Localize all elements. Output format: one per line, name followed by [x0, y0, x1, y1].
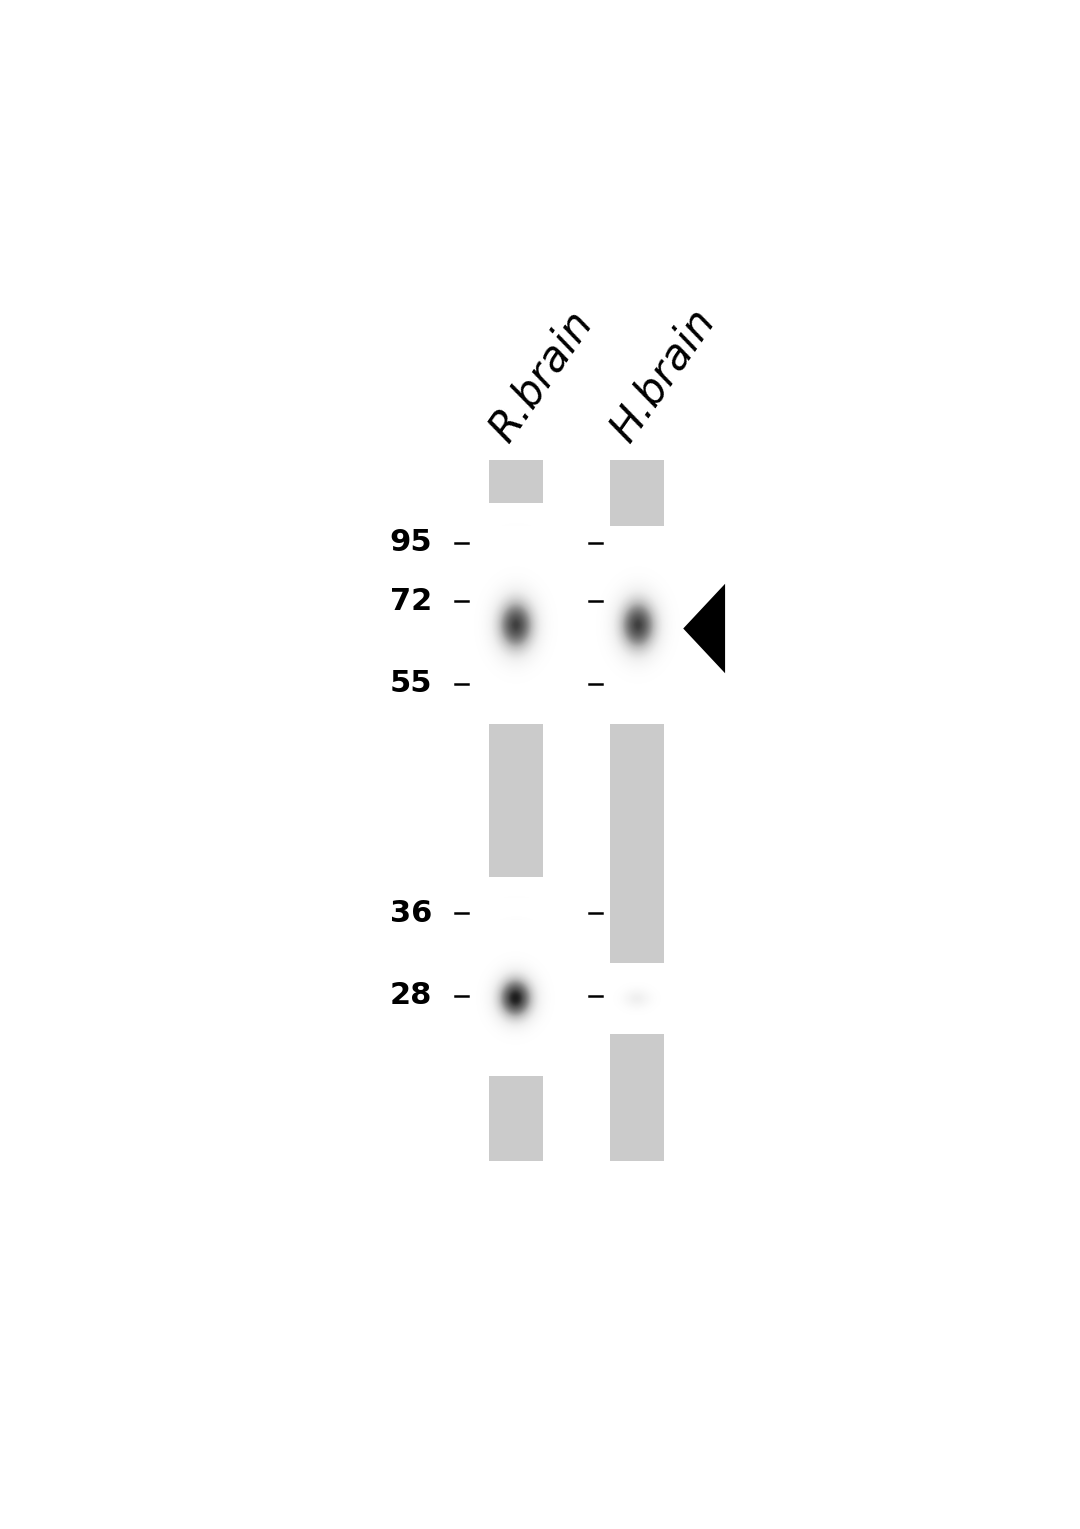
Text: R.brain: R.brain — [482, 303, 602, 448]
Bar — [610, 460, 664, 1161]
Bar — [488, 460, 543, 1161]
Text: 72: 72 — [390, 587, 432, 616]
Text: 55: 55 — [390, 670, 432, 699]
Text: 28: 28 — [390, 982, 432, 1011]
Text: 95: 95 — [390, 528, 432, 557]
Text: H.brain: H.brain — [603, 300, 724, 448]
Text: 36: 36 — [390, 899, 432, 928]
Polygon shape — [684, 584, 725, 673]
